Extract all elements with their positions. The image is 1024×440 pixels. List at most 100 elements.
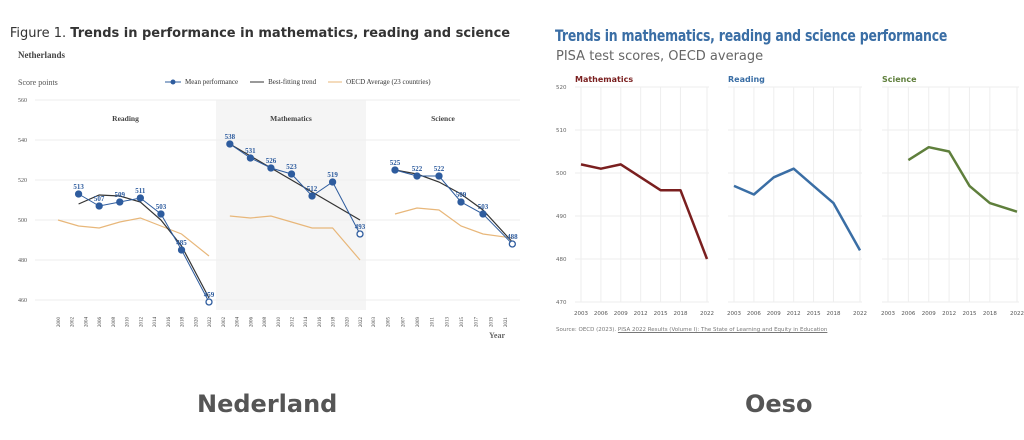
x-tick-label: 2013	[445, 317, 450, 328]
x-tick-label: 2006	[747, 311, 761, 317]
x-tick-label: 2009	[614, 311, 628, 317]
series-line	[733, 167, 862, 252]
caption-left: Nederland	[197, 390, 338, 418]
left-chart-title: Figure 1. Trends in performance in mathe…	[0, 26, 520, 41]
series-line	[907, 145, 1018, 213]
panel-title: Mathematics	[270, 114, 312, 123]
oecd-line	[229, 215, 361, 261]
mean-line	[78, 193, 210, 303]
x-tick-label: 2018	[332, 317, 337, 328]
x-tick-label: 2003	[727, 311, 741, 317]
source-link[interactable]: PISA 2022 Results (Volume I): The State …	[617, 327, 828, 333]
figure-number: Figure 1.	[9, 26, 67, 41]
series-line	[580, 163, 709, 260]
x-tick-label: 2017	[475, 317, 480, 328]
trend-line	[394, 169, 513, 243]
data-label: 513	[73, 183, 84, 191]
mean-point	[457, 198, 465, 206]
mean-point	[267, 164, 275, 172]
panel-title: Science	[882, 75, 917, 84]
x-tick-label: 2015	[460, 317, 465, 328]
mean-point	[508, 240, 516, 248]
data-label: 525	[390, 159, 401, 167]
data-label: 531	[245, 147, 256, 155]
mean-point	[479, 210, 487, 218]
trend-line	[78, 194, 210, 299]
panel-title: Science	[431, 114, 455, 123]
x-tick-label: 2008	[263, 317, 268, 328]
y-tick-label: 520	[556, 85, 567, 91]
country-label: Netherlands	[18, 50, 65, 60]
y-tick-label: 470	[556, 300, 567, 306]
right-chart-title: Trends in mathematics, reading and scien…	[555, 26, 948, 45]
x-tick-label: 2022	[208, 317, 213, 328]
x-tick-label: 2019	[489, 317, 494, 328]
data-label: 519	[327, 171, 338, 179]
data-label: 526	[266, 157, 277, 165]
x-tick-label: 2000	[57, 317, 62, 328]
oecd-line	[57, 217, 210, 257]
x-tick-label: 2006	[594, 311, 608, 317]
x-tick-label: 2018	[673, 311, 687, 317]
x-tick-label: 2015	[807, 311, 821, 317]
x-tick-label: 2016	[318, 317, 323, 328]
data-label: 485	[176, 239, 187, 247]
x-tick-label: 2022	[1010, 311, 1024, 317]
data-label: 538	[225, 133, 236, 141]
mean-point	[308, 192, 316, 200]
mean-point	[95, 202, 103, 210]
x-tick-label: 2003	[881, 311, 895, 317]
mean-point	[205, 298, 213, 306]
x-tick-label: 2004	[236, 317, 241, 328]
x-tick-label: 2012	[291, 317, 296, 328]
x-tick-label: 2004	[84, 317, 89, 328]
mean-point	[391, 166, 399, 174]
data-label: 522	[434, 165, 445, 173]
y-axis-label: Score points	[18, 78, 58, 87]
x-tick-label: 2022	[853, 311, 867, 317]
x-tick-label: 2021	[504, 317, 509, 328]
mean-point	[328, 178, 337, 186]
mean-point	[226, 140, 234, 148]
mean-point	[177, 246, 186, 254]
x-tick-label: 2007	[401, 317, 406, 328]
data-label: 488	[507, 233, 518, 241]
oecd-line	[394, 207, 513, 239]
x-tick-label: 2020	[345, 317, 350, 328]
x-tick-label: 2018	[983, 311, 997, 317]
data-label: 503	[156, 203, 167, 211]
mean-point	[116, 198, 124, 206]
x-tick-label: 2020	[194, 317, 199, 328]
x-tick-label: 2012	[787, 311, 801, 317]
y-tick-label: 490	[556, 214, 567, 220]
data-label: 511	[135, 187, 146, 195]
x-tick-label: 2006	[98, 317, 103, 328]
mean-point	[435, 172, 443, 180]
x-tick-label: 2014	[304, 317, 309, 328]
mean-line	[394, 169, 513, 245]
title-text: Trends in performance in mathematics, re…	[70, 26, 511, 41]
legend-trend: Best-fitting trend	[250, 78, 317, 86]
data-label: 522	[412, 165, 423, 173]
caption-right: Oeso	[745, 390, 813, 418]
x-tick-label: 2003	[372, 317, 377, 328]
x-tick-label: 2012	[634, 311, 648, 317]
x-tick-label: 2012	[139, 317, 144, 328]
mean-point	[74, 190, 83, 198]
x-tick-label: 2006	[901, 311, 915, 317]
legend-oecd: OECD Average (23 countries)	[328, 78, 431, 86]
panel-title: Reading	[728, 75, 765, 84]
x-tick-label: 2005	[387, 317, 392, 328]
x-tick-label: 2018	[181, 317, 186, 328]
x-tick-label: 2016	[167, 317, 172, 328]
data-label: 523	[286, 163, 297, 171]
legend-mean: Mean performance	[165, 78, 238, 86]
data-label: 503	[478, 203, 489, 211]
legend: Mean performance Best-fitting trend OECD…	[165, 78, 431, 86]
y-tick-label: 500	[556, 171, 567, 177]
mean-point	[157, 210, 165, 218]
y-tick-label: 540	[18, 138, 27, 144]
data-label: 507	[94, 195, 105, 203]
x-tick-label: 2014	[153, 317, 158, 328]
